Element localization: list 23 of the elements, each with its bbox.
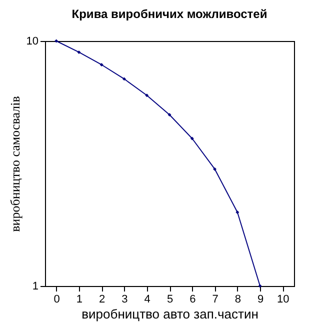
point [122, 77, 126, 81]
point [236, 210, 240, 214]
x-axis-title: виробництво авто зап.частин [82, 306, 258, 322]
point [54, 39, 58, 43]
point [258, 284, 262, 288]
x-tick-label: 6 [190, 294, 196, 306]
x-tick-label: 7 [212, 294, 218, 306]
x-tick-label: 0 [54, 294, 60, 306]
chart-title: Крива виробничих можливостей [72, 7, 268, 21]
x-tick-label: 8 [234, 294, 241, 306]
point [100, 63, 104, 66]
x-tick-label: 5 [166, 294, 174, 306]
x-tick-label: 2 [99, 294, 106, 306]
line-series [54, 39, 262, 288]
point [190, 136, 194, 140]
point [145, 94, 149, 98]
x-tick-label: 1 [76, 294, 83, 306]
x-tick-label: 9 [257, 294, 264, 306]
y-axis-title: виробництво самосвалів [7, 96, 22, 232]
x-tick-label: 3 [122, 294, 128, 306]
x-tick-label: 10 [277, 294, 290, 306]
point [213, 167, 217, 171]
x-tick-label: 4 [144, 294, 150, 306]
